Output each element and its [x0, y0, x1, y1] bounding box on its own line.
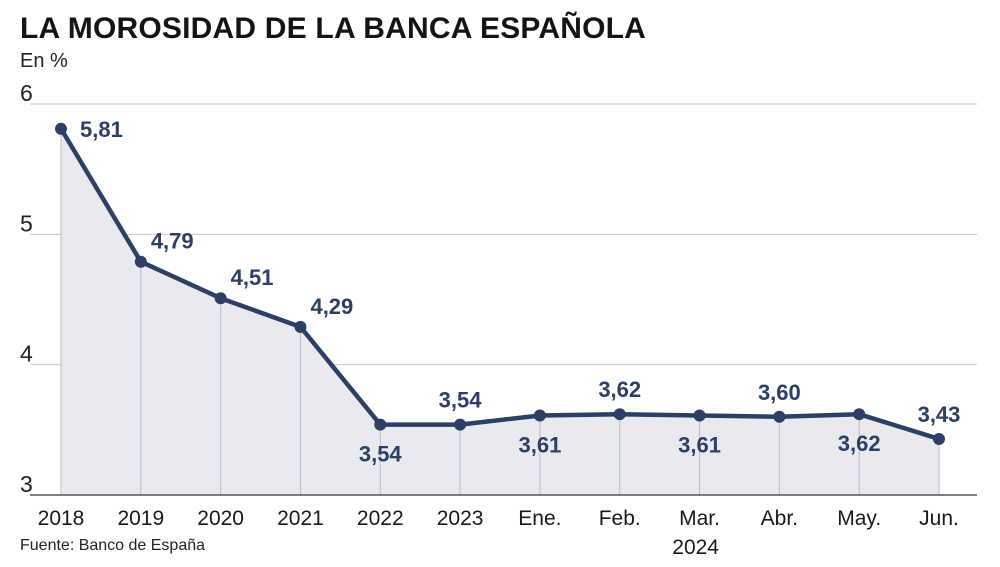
chart-title: LA MOROSIDAD DE LA BANCA ESPAÑOLA: [20, 12, 647, 45]
x-tick-label: 2021: [277, 507, 324, 530]
data-point: [214, 292, 227, 305]
x-tick-label: Feb.: [599, 507, 641, 530]
drop-lines: [60, 128, 940, 495]
data-label: 3,62: [838, 431, 881, 456]
x-tick-label: 2022: [357, 507, 404, 530]
data-point: [693, 409, 706, 422]
data-labels: 5,81 4,79 4,51 4,29 3,54 3,54 3,61 3,62 3,61 3,60…: [80, 117, 960, 467]
x-group-label: 2024: [672, 536, 719, 559]
data-point: [55, 122, 67, 135]
data-label: 3,43: [918, 402, 961, 427]
area-shape: [61, 128, 939, 495]
data-point: [294, 320, 307, 333]
series-polyline: [58, 126, 942, 442]
y-tick-label: 3: [20, 471, 33, 497]
x-tick-label: 2019: [117, 507, 164, 530]
x-tick-label: May.: [837, 507, 881, 530]
data-label: 3,54: [439, 388, 483, 413]
data-point: [454, 418, 467, 431]
data-point: [134, 255, 147, 268]
y-tick-label: 6: [20, 80, 33, 106]
data-label: 4,51: [231, 265, 274, 290]
data-label: 3,62: [598, 377, 641, 402]
data-point: [533, 409, 546, 422]
x-tick-label: 2023: [437, 507, 484, 530]
data-point: [613, 408, 626, 421]
data-label: 4,79: [151, 229, 194, 254]
data-label: 3,61: [678, 432, 721, 457]
x-tick-label: Abr.: [761, 507, 798, 530]
y-tick-label: 4: [20, 341, 33, 367]
data-label: 4,29: [310, 294, 353, 319]
data-label: 3,54: [359, 442, 403, 467]
y-tick-label: 5: [20, 210, 33, 236]
data-point: [853, 408, 866, 421]
data-label: 3,60: [758, 380, 801, 405]
data-point: [933, 432, 945, 445]
data-points: [55, 122, 945, 445]
data-label: 5,81: [80, 117, 123, 142]
data-point: [773, 410, 786, 423]
x-tick-label: Jun.: [919, 507, 959, 530]
series-line: [58, 126, 942, 442]
source-note: Fuente: Banco de España: [20, 537, 206, 554]
x-tick-label: Ene.: [518, 507, 561, 530]
data-label: 3,61: [518, 432, 561, 457]
data-point: [374, 418, 387, 431]
unit-label: En %: [20, 50, 68, 72]
area-fill: [61, 128, 939, 495]
x-tick-label: 2020: [197, 507, 244, 530]
x-tick-label: 2018: [38, 507, 85, 530]
x-tick-label: Mar.: [679, 507, 720, 530]
y-axis-ticks: 3 4 5 6: [20, 80, 33, 497]
x-axis-ticks: 2018 2019 2020 2021 2022 2023 Ene. Feb. Mar. Abr.…: [38, 507, 959, 559]
